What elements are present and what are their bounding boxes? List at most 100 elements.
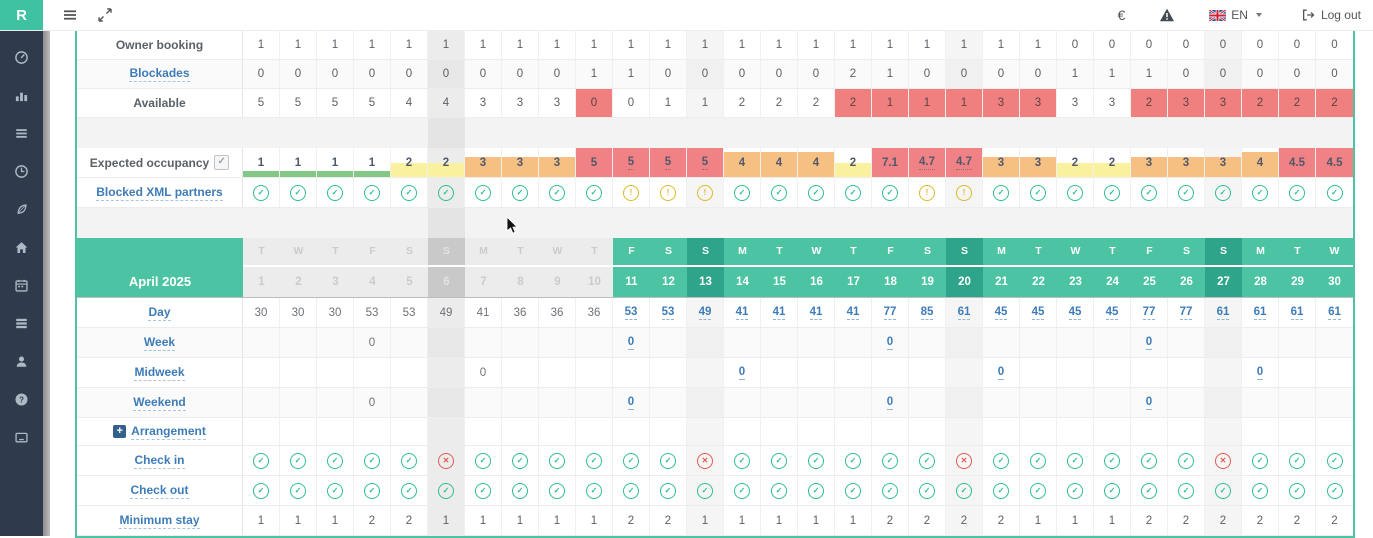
check-circle-icon[interactable]: ✓ [1289, 452, 1305, 469]
rate-value[interactable]: 53 [624, 305, 638, 320]
check_out-cell[interactable]: ✓ [1020, 476, 1057, 505]
check-circle-icon[interactable]: ✓ [253, 184, 269, 201]
check-circle-icon[interactable]: ✓ [1104, 452, 1120, 469]
check_in-cell[interactable]: ✓ [502, 446, 539, 475]
expected_occupancy-cell[interactable]: 4.7 [946, 148, 983, 177]
day-cell[interactable]: 77 [1168, 298, 1205, 327]
day-cell[interactable]: 49 [687, 298, 724, 327]
check_in-cell[interactable]: ✓ [1242, 446, 1279, 475]
check-circle-icon[interactable]: ✓ [1141, 482, 1157, 499]
check-circle-icon[interactable]: ✓ [1289, 482, 1305, 499]
day-label-text[interactable]: Day [148, 304, 171, 321]
expected_occupancy-cell[interactable]: 5 [613, 148, 650, 177]
check_in-cell[interactable]: ✓ [835, 446, 872, 475]
rate-value[interactable]: 0 [1256, 365, 1264, 380]
check-circle-icon[interactable]: ✓ [1104, 482, 1120, 499]
occupancy-value[interactable]: 4.7 [956, 155, 972, 170]
check-circle-icon[interactable]: ✓ [1215, 482, 1231, 499]
check-circle-icon[interactable]: ✓ [438, 482, 454, 499]
language-selector[interactable]: EN [1192, 8, 1279, 22]
sidebar-item-help[interactable]: ? [0, 380, 43, 418]
blocked_xml-cell[interactable]: ! [687, 178, 724, 207]
expected-occupancy-checkbox[interactable]: ✓ [214, 155, 230, 170]
weekend-cell[interactable]: 0 [872, 388, 909, 417]
check_in-cell[interactable]: ✓ [317, 446, 354, 475]
blocked_xml-cell[interactable]: ✓ [539, 178, 576, 207]
date-number[interactable]: 20 [958, 276, 971, 288]
check_out-cell[interactable]: ✓ [1242, 476, 1279, 505]
blocked_xml-label-text[interactable]: Blocked XML partners [96, 184, 223, 201]
check-circle-icon[interactable]: ✓ [1215, 184, 1231, 201]
date-number[interactable]: 29 [1291, 276, 1304, 288]
check_out-cell[interactable]: ✓ [280, 476, 317, 505]
blocked_xml-cell[interactable]: ✓ [1094, 178, 1131, 207]
check_in-cell[interactable]: ✕ [428, 446, 465, 475]
day-cell[interactable]: 45 [1020, 298, 1057, 327]
currency-selector[interactable]: € [1117, 7, 1126, 23]
check-circle-icon[interactable]: ✓ [327, 452, 343, 469]
check-circle-icon[interactable]: ✓ [1252, 482, 1268, 499]
blocked_xml-cell[interactable]: ✓ [502, 178, 539, 207]
check_in-cell[interactable]: ✓ [798, 446, 835, 475]
check-circle-icon[interactable]: ✓ [771, 184, 787, 201]
date-number[interactable]: 14 [736, 276, 749, 288]
date-number[interactable]: 30 [1328, 276, 1341, 288]
check_in-cell[interactable]: ✓ [576, 446, 613, 475]
check-circle-icon[interactable]: ✓ [845, 482, 861, 499]
check_in-cell[interactable]: ✓ [650, 446, 687, 475]
check_out-cell[interactable]: ✓ [835, 476, 872, 505]
check_in-cell[interactable]: ✓ [761, 446, 798, 475]
check-circle-icon[interactable]: ✓ [1252, 184, 1268, 201]
warning-circle-icon[interactable]: ! [697, 184, 713, 201]
check_out-cell[interactable]: ✓ [354, 476, 391, 505]
warning-circle-icon[interactable]: ! [660, 184, 676, 201]
check_out-cell[interactable]: ✓ [983, 476, 1020, 505]
check-circle-icon[interactable]: ✓ [1067, 452, 1083, 469]
check_out-cell[interactable]: ✓ [1279, 476, 1316, 505]
check-circle-icon[interactable]: ✓ [512, 184, 528, 201]
blocked_xml-cell[interactable]: ✓ [872, 178, 909, 207]
day-cell[interactable]: 41 [835, 298, 872, 327]
check_in-cell[interactable]: ✓ [1168, 446, 1205, 475]
date-number[interactable]: 17 [847, 276, 860, 288]
rate-value[interactable]: 0 [738, 365, 746, 380]
check_out-cell[interactable]: ✓ [798, 476, 835, 505]
check_in-cell[interactable]: ✓ [613, 446, 650, 475]
rate-value[interactable]: 0 [1145, 395, 1153, 410]
rate-value[interactable]: 0 [1145, 335, 1153, 350]
check_out-cell[interactable]: ✓ [1205, 476, 1242, 505]
day-cell[interactable]: 45 [983, 298, 1020, 327]
check_in-cell[interactable]: ✓ [243, 446, 280, 475]
midweek-label-text[interactable]: Midweek [134, 364, 185, 381]
check-circle-icon[interactable]: ✓ [1178, 452, 1194, 469]
sidebar-item-rows[interactable] [0, 304, 43, 342]
blocked_xml-cell[interactable]: ! [909, 178, 946, 207]
sidebar-item-user[interactable] [0, 342, 43, 380]
check_out-cell[interactable]: ✓ [1057, 476, 1094, 505]
check_out-cell[interactable]: ✓ [946, 476, 983, 505]
check_in-cell[interactable]: ✓ [724, 446, 761, 475]
check_out-cell[interactable]: ✓ [428, 476, 465, 505]
check_out-cell[interactable]: ✓ [539, 476, 576, 505]
expand-icon[interactable] [96, 7, 113, 24]
weekend-cell[interactable]: 0 [1131, 388, 1168, 417]
check-circle-icon[interactable]: ✓ [1141, 452, 1157, 469]
check-circle-icon[interactable]: ✓ [290, 482, 306, 499]
check_in-cell[interactable]: ✓ [909, 446, 946, 475]
check_in-cell[interactable]: ✓ [1279, 446, 1316, 475]
check-circle-icon[interactable]: ✓ [734, 482, 750, 499]
check-circle-icon[interactable]: ✓ [882, 482, 898, 499]
sidebar-item-stats[interactable] [0, 76, 43, 114]
check-circle-icon[interactable]: ✓ [771, 482, 787, 499]
rate-value[interactable]: 41 [772, 305, 786, 320]
check-circle-icon[interactable]: ✓ [438, 184, 454, 201]
check_out-cell[interactable]: ✓ [687, 476, 724, 505]
blocked_xml-cell[interactable]: ✓ [465, 178, 502, 207]
day-cell[interactable]: 53 [650, 298, 687, 327]
rate-value[interactable]: 77 [883, 305, 897, 320]
blocked_xml-cell[interactable]: ! [613, 178, 650, 207]
check-circle-icon[interactable]: ✓ [919, 452, 935, 469]
weekend-label-text[interactable]: Weekend [133, 394, 186, 411]
blocked_xml-cell[interactable]: ✓ [1279, 178, 1316, 207]
check_in-cell[interactable]: ✓ [1057, 446, 1094, 475]
